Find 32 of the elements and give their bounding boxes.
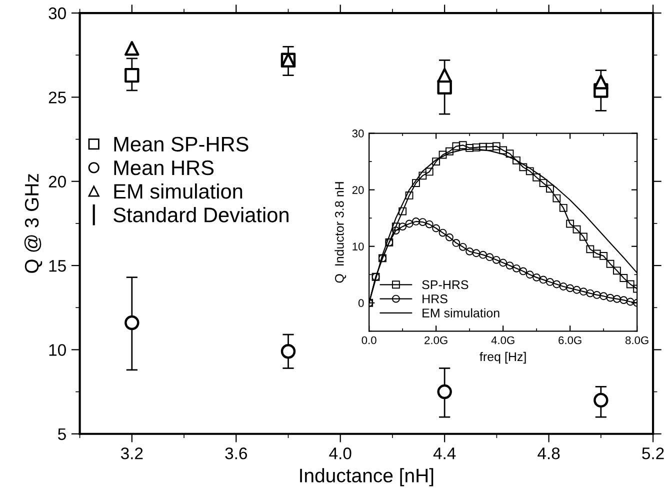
y-tick-label: 30	[48, 7, 66, 20]
x-tick-label: 8.0G	[626, 336, 648, 344]
y-tick-label: 20	[352, 186, 364, 194]
y-tick-label: 10	[49, 344, 66, 356]
x-tick-label: 0.0	[362, 336, 376, 344]
x-tick-label: 4.8	[538, 448, 560, 460]
annotation: Standard Deviation	[114, 207, 288, 222]
legend-label: EM simulation	[422, 308, 500, 318]
legend-label: Mean HRS	[114, 160, 214, 176]
y-tick-label: 5	[58, 428, 66, 440]
legend-label: EM simulation	[114, 183, 242, 199]
x-tick-label: 3.2	[120, 448, 143, 460]
x-axis-title: freq [Hz]	[480, 352, 526, 364]
legend-label: Mean SP-HRS	[114, 136, 248, 152]
x-axis-title: Inductance [nH]	[300, 468, 434, 486]
y-tick-label: 20	[48, 176, 66, 188]
x-tick-label: 4.0G	[491, 336, 514, 344]
y-tick-label: 25	[48, 92, 66, 104]
y-axis-title: Q Inductor 3.8 nH	[334, 182, 346, 283]
legend-label: HRS	[422, 294, 448, 304]
x-tick-label: 5.2	[642, 448, 664, 460]
y-axis-title: Q @ 3 GHz	[24, 174, 42, 273]
x-tick-label: 3.6	[225, 448, 247, 460]
x-tick-label: 2.0G	[424, 336, 448, 344]
x-tick-label: 4.4	[433, 448, 456, 460]
x-tick-label: 6.0G	[558, 336, 582, 344]
legend-label: SP-HRS	[422, 280, 468, 290]
y-tick-label: 0	[358, 299, 364, 308]
y-tick-label: 10	[352, 242, 364, 250]
x-tick-label: 4.0	[329, 448, 352, 460]
y-tick-label: 15	[49, 260, 66, 272]
y-tick-label: 30	[352, 130, 364, 138]
